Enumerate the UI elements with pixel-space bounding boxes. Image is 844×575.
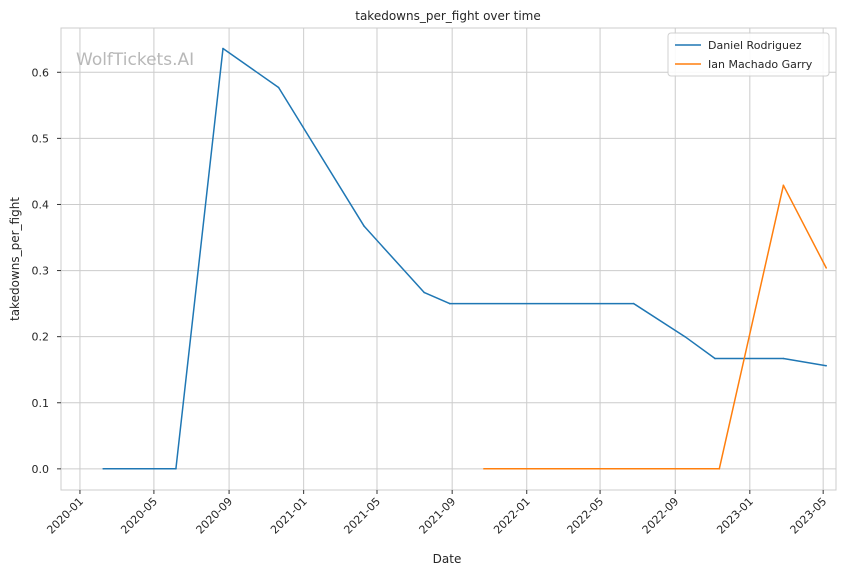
data-point-daniel-rodriguez [714, 357, 716, 360]
data-point-daniel-rodriguez [684, 335, 686, 338]
chart-title: takedowns_per_fight over time [355, 9, 541, 23]
y-tick-label: 0.0 [32, 463, 50, 476]
x-tick-label: 2022-05 [565, 495, 607, 537]
y-axis-label: takedowns_per_fight [8, 197, 22, 321]
y-axis-ticks: 0.0 0.1 0.2 0.3 0.4 0.5 0.6 [32, 66, 61, 476]
x-axis-ticks: 2020-01 2020-05 2020-09 2021-01 2021-05 2021-… [44, 490, 829, 537]
x-tick-label: 2022-01 [491, 495, 533, 537]
data-point-daniel-rodriguez [222, 47, 224, 50]
data-point-daniel-rodriguez [423, 291, 425, 294]
data-point-daniel-rodriguez [632, 302, 635, 305]
legend: Daniel Rodriguez Ian Machado Garry [667, 32, 830, 77]
data-point-daniel-rodriguez [277, 86, 280, 89]
y-tick-label: 0.4 [32, 198, 50, 211]
y-tick-label: 0.5 [32, 132, 50, 145]
data-point-daniel-rodriguez [102, 468, 104, 470]
series-lines [102, 47, 827, 470]
data-point-ian-machado-garry [483, 468, 485, 470]
data-point-daniel-rodriguez [448, 302, 451, 305]
y-tick-label: 0.2 [32, 331, 50, 344]
x-axis-label: Date [433, 552, 462, 566]
x-tick-label: 2023-05 [788, 495, 830, 537]
series-line-ian-machado-garry [483, 184, 827, 470]
grid [61, 28, 836, 490]
data-point-daniel-rodriguez [175, 468, 177, 470]
x-tick-label: 2021-09 [417, 495, 459, 537]
data-point-daniel-rodriguez [782, 357, 785, 360]
data-point-ian-machado-garry [782, 184, 785, 187]
x-tick-label: 2021-01 [268, 495, 310, 537]
legend-label-ian-machado-garry: Ian Machado Garry [708, 58, 813, 71]
x-tick-label: 2020-01 [44, 495, 86, 537]
data-point-ian-machado-garry [825, 267, 827, 269]
x-tick-label: 2021-05 [341, 495, 383, 537]
x-tick-label: 2022-09 [640, 495, 682, 537]
data-point-ian-machado-garry [718, 468, 721, 470]
y-tick-label: 0.3 [32, 265, 50, 278]
legend-label-daniel-rodriguez: Daniel Rodriguez [708, 39, 802, 52]
y-tick-label: 0.6 [32, 66, 50, 79]
y-tick-label: 0.1 [32, 397, 50, 410]
data-point-daniel-rodriguez [363, 225, 366, 228]
plot-area [60, 27, 837, 491]
series-line-daniel-rodriguez [103, 47, 827, 470]
x-tick-label: 2023-01 [714, 495, 756, 537]
legend-box [667, 32, 830, 77]
x-tick-label: 2020-05 [118, 495, 160, 537]
data-point-daniel-rodriguez [825, 364, 827, 367]
watermark: WolfTickets.AI [76, 50, 194, 70]
x-tick-label: 2020-09 [194, 495, 236, 537]
